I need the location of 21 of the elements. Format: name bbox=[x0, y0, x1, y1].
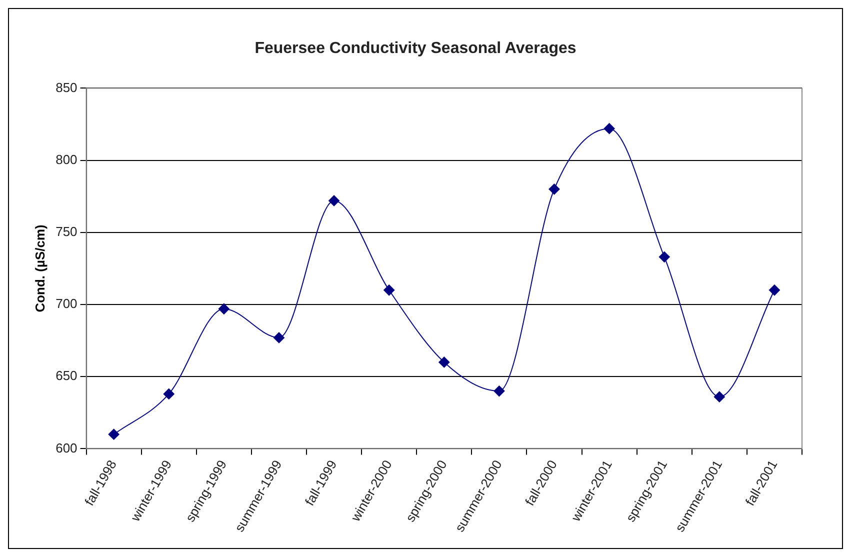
chart-title: Feuersee Conductivity Seasonal Averages bbox=[254, 40, 576, 58]
point bbox=[218, 303, 230, 314]
point bbox=[384, 284, 395, 296]
point bbox=[768, 284, 780, 296]
y-tick-label: 800 bbox=[56, 152, 78, 167]
y-axis-title: Cond. (µS/cm) bbox=[32, 224, 48, 312]
y-tick-label: 850 bbox=[56, 80, 78, 95]
point bbox=[328, 195, 340, 206]
point bbox=[438, 356, 450, 368]
point bbox=[548, 184, 560, 195]
point bbox=[658, 251, 670, 262]
y-tick-label: 650 bbox=[56, 368, 78, 384]
point bbox=[108, 428, 120, 440]
y-tick-label: 600 bbox=[56, 440, 78, 456]
point bbox=[714, 391, 725, 402]
point bbox=[494, 386, 505, 397]
point bbox=[163, 388, 174, 400]
point bbox=[273, 332, 284, 344]
y-tick-label: 750 bbox=[56, 224, 78, 239]
point bbox=[604, 123, 615, 134]
y-tick-label: 700 bbox=[56, 296, 78, 312]
